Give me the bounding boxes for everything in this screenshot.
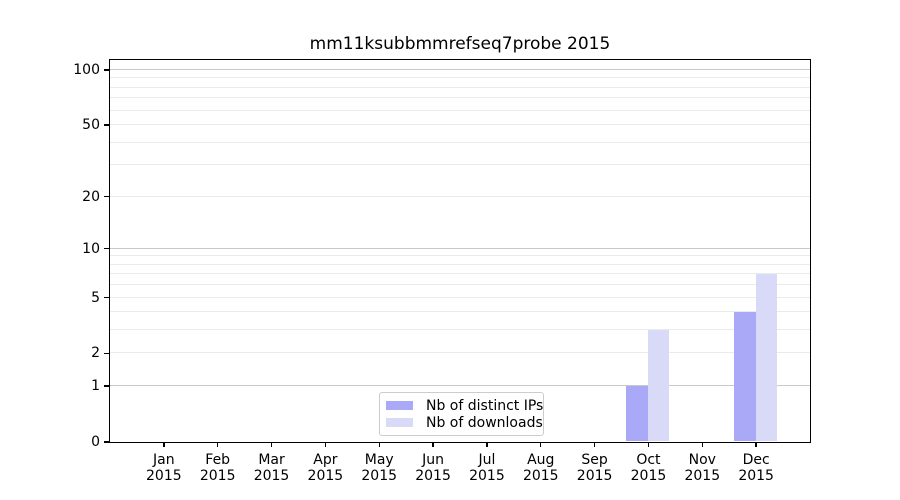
- x-tick-label: Jun 2015: [401, 452, 465, 484]
- x-tick-label: Sep 2015: [563, 452, 627, 484]
- gridline-minor: [109, 329, 810, 331]
- gridline-minor: [109, 284, 810, 286]
- legend-label: Nb of downloads: [426, 414, 543, 431]
- x-tick-month: Aug: [527, 452, 555, 468]
- x-tick-label: Dec 2015: [724, 452, 788, 484]
- x-tick-month: Jan: [153, 452, 175, 468]
- x-tick-year: 2015: [684, 468, 721, 484]
- x-tick-month: Oct: [636, 452, 661, 468]
- y-tick-label: 0: [91, 434, 100, 450]
- x-tick-year: 2015: [146, 468, 182, 484]
- plot-area: [108, 58, 811, 443]
- y-tick-mark: [103, 195, 109, 198]
- gridline-minor: [109, 195, 810, 197]
- gridline-minor: [109, 77, 810, 79]
- legend: Nb of distinct IPs Nb of downloads: [379, 392, 544, 436]
- y-tick-mark: [103, 441, 109, 443]
- x-tick-month: Jul: [478, 452, 496, 468]
- y-tick-label: 100: [73, 62, 100, 78]
- x-tick-mark: [432, 442, 434, 447]
- y-tick-label: 10: [82, 240, 100, 257]
- y-tick-label: 1: [91, 378, 100, 395]
- x-tick-month: Jun: [422, 452, 444, 468]
- x-tick-mark: [378, 442, 380, 447]
- x-tick-mark: [163, 442, 165, 447]
- gridline-minor: [109, 86, 810, 88]
- gridline-minor: [109, 164, 810, 166]
- gridline-major: [109, 385, 810, 387]
- y-tick-mark: [103, 352, 109, 355]
- x-tick-mark: [540, 442, 542, 447]
- x-tick-year: 2015: [469, 468, 505, 484]
- x-tick-label: Feb 2015: [186, 452, 250, 484]
- x-tick-year: 2015: [576, 468, 613, 484]
- x-tick-year: 2015: [415, 468, 451, 484]
- y-tick-mark: [103, 248, 109, 250]
- y-tick-mark: [103, 385, 109, 387]
- y-tick-mark: [103, 296, 109, 299]
- x-tick-year: 2015: [199, 468, 236, 484]
- x-tick-month: Mar: [258, 452, 285, 468]
- x-tick-mark: [755, 442, 757, 447]
- gridline-minor: [109, 141, 810, 143]
- x-tick-label: Oct 2015: [616, 452, 680, 484]
- gridline-major: [109, 247, 810, 249]
- x-tick-year: 2015: [307, 468, 344, 484]
- x-tick-label: Nov 2015: [670, 452, 734, 484]
- bar-distinct-ips: [734, 311, 756, 442]
- gridline-minor: [109, 263, 810, 265]
- x-tick-year: 2015: [630, 468, 667, 484]
- y-tick-label: 5: [91, 289, 100, 306]
- gridline-minor: [109, 97, 810, 99]
- x-tick-mark: [647, 442, 650, 447]
- gridline-minor: [109, 352, 810, 354]
- x-tick-label: May 2015: [347, 452, 411, 484]
- gridline-minor: [109, 296, 810, 298]
- y-tick-mark: [103, 124, 109, 126]
- x-tick-mark: [486, 442, 488, 447]
- gridline-major: [109, 69, 810, 70]
- x-tick-year: 2015: [738, 468, 774, 484]
- bar-downloads: [755, 273, 778, 442]
- x-tick-mark: [701, 442, 703, 447]
- x-tick-label: Jul 2015: [455, 452, 519, 484]
- x-tick-month: Apr: [313, 452, 338, 468]
- x-tick-month: May: [364, 452, 394, 468]
- legend-row: Nb of distinct IPs: [386, 397, 543, 414]
- x-tick-label: Mar 2015: [240, 452, 304, 484]
- legend-swatch-downloads: [386, 418, 413, 427]
- legend-row: Nb of downloads: [386, 414, 543, 431]
- x-tick-month: Sep: [581, 452, 608, 468]
- x-tick-month: Nov: [688, 452, 716, 468]
- x-tick-mark: [270, 442, 273, 447]
- x-tick-mark: [593, 442, 596, 447]
- gridline-minor: [109, 311, 810, 313]
- x-tick-year: 2015: [361, 468, 398, 484]
- gridline-minor: [109, 255, 810, 257]
- bar-distinct-ips: [626, 385, 648, 442]
- gridline-minor: [109, 109, 810, 111]
- bar-downloads: [647, 329, 670, 442]
- x-tick-year: 2015: [253, 468, 290, 484]
- x-tick-year: 2015: [522, 468, 559, 484]
- x-tick-label: Aug 2015: [509, 452, 573, 484]
- x-tick-mark: [324, 442, 327, 447]
- gridline-minor: [109, 124, 810, 126]
- x-tick-month: Feb: [205, 452, 231, 468]
- x-tick-label: Apr 2015: [293, 452, 357, 484]
- x-tick-mark: [216, 442, 219, 447]
- y-tick-label: 50: [82, 117, 100, 134]
- x-tick-month: Dec: [742, 452, 770, 468]
- y-tick-mark: [103, 69, 109, 71]
- y-tick-label: 2: [91, 345, 100, 362]
- legend-swatch-distinct-ips: [386, 401, 413, 410]
- x-tick-label: Jan 2015: [132, 452, 196, 484]
- chart-title: mm11ksubbmmrefseq7probe 2015: [309, 34, 611, 54]
- gridline-minor: [109, 273, 810, 275]
- legend-label: Nb of distinct IPs: [426, 397, 544, 414]
- y-tick-label: 20: [82, 188, 100, 205]
